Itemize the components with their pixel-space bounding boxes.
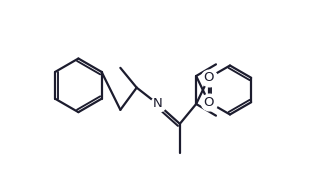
Text: O: O xyxy=(203,71,214,84)
Text: N: N xyxy=(153,98,163,111)
Text: O: O xyxy=(203,96,214,109)
